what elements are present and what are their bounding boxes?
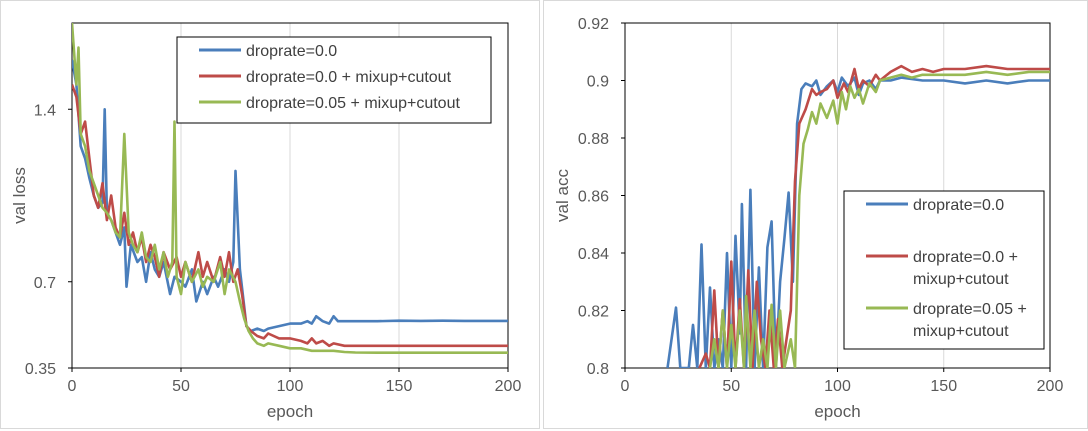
legend-box	[843, 190, 1045, 350]
y-tick-label: 0.88	[578, 131, 609, 148]
series-line-droprate-0-0-mixup-cutout	[72, 84, 508, 348]
y-axis-title: val acc	[553, 169, 572, 222]
x-tick-label: 0	[621, 378, 630, 395]
y-tick-label: 0.8	[587, 361, 609, 378]
y-axis-title: val loss	[10, 167, 29, 224]
x-tick-label: 200	[1037, 378, 1064, 395]
x-axis-title: epoch	[814, 402, 860, 421]
y-tick-label: 0.92	[578, 16, 609, 33]
y-tick-label: 0.86	[578, 189, 609, 206]
x-tick-label: 150	[930, 378, 957, 395]
val-loss-chart: 0 50 100 150 200 0.35 0.7 1.4 epoch val loss dropr…	[10, 22, 522, 421]
legend-label-droprate-0-0: droprate=0.0	[913, 197, 1004, 214]
x-tick-label: 150	[386, 378, 413, 395]
legend-label-droprate-0-05-mixup-cutout: droprate=0.05 + mixup+cutout	[246, 95, 460, 112]
legend-label-droprate-0-0-mixup-cutout: droprate=0.0 + mixup+cutout	[913, 249, 1018, 288]
y-tick-label: 0.9	[587, 74, 609, 91]
x-tick-label: 200	[495, 378, 522, 395]
val-loss-chart-panel: 0 50 100 150 200 0.35 0.7 1.4 epoch val loss dropr…	[0, 0, 540, 429]
y-tick-label: 0.82	[578, 304, 609, 321]
series-line-droprate-0-05-mixup-cutout	[72, 23, 508, 355]
y-tick-label: 0.84	[578, 246, 609, 263]
x-tick-label: 0	[68, 378, 77, 395]
x-axis-title: epoch	[267, 402, 313, 421]
legend: droprate=0.0 droprate=0.0 + mixup+cutout d…	[176, 36, 492, 124]
legend-label-droprate-0-05-mixup-cutout: droprate=0.05 + mixup+cutout	[913, 301, 1027, 340]
legend-label-droprate-0-0-mixup-cutout: droprate=0.0 + mixup+cutout	[246, 69, 452, 86]
val-acc-chart-panel: 0 50 100 150 200 0.8 0.82 0.84 0.86 0.88 0.9 0.92 ep…	[543, 0, 1088, 429]
legend: droprate=0.0 droprate=0.0 + mixup+cutout dr…	[843, 190, 1045, 350]
x-tick-label: 50	[172, 378, 190, 395]
series-line-droprate-0-05-mixup-cutout	[708, 70, 1050, 368]
x-tick-label: 100	[277, 378, 304, 395]
x-tick-label: 100	[824, 378, 851, 395]
y-tick-label: 0.35	[25, 361, 56, 378]
legend-label-droprate-0-0: droprate=0.0	[246, 43, 337, 60]
x-tick-label: 50	[722, 378, 740, 395]
y-tick-label: 1.4	[34, 102, 56, 119]
y-tick-label: 0.7	[34, 275, 56, 292]
val-acc-chart: 0 50 100 150 200 0.8 0.82 0.84 0.86 0.88 0.9 0.92 ep…	[553, 16, 1064, 421]
